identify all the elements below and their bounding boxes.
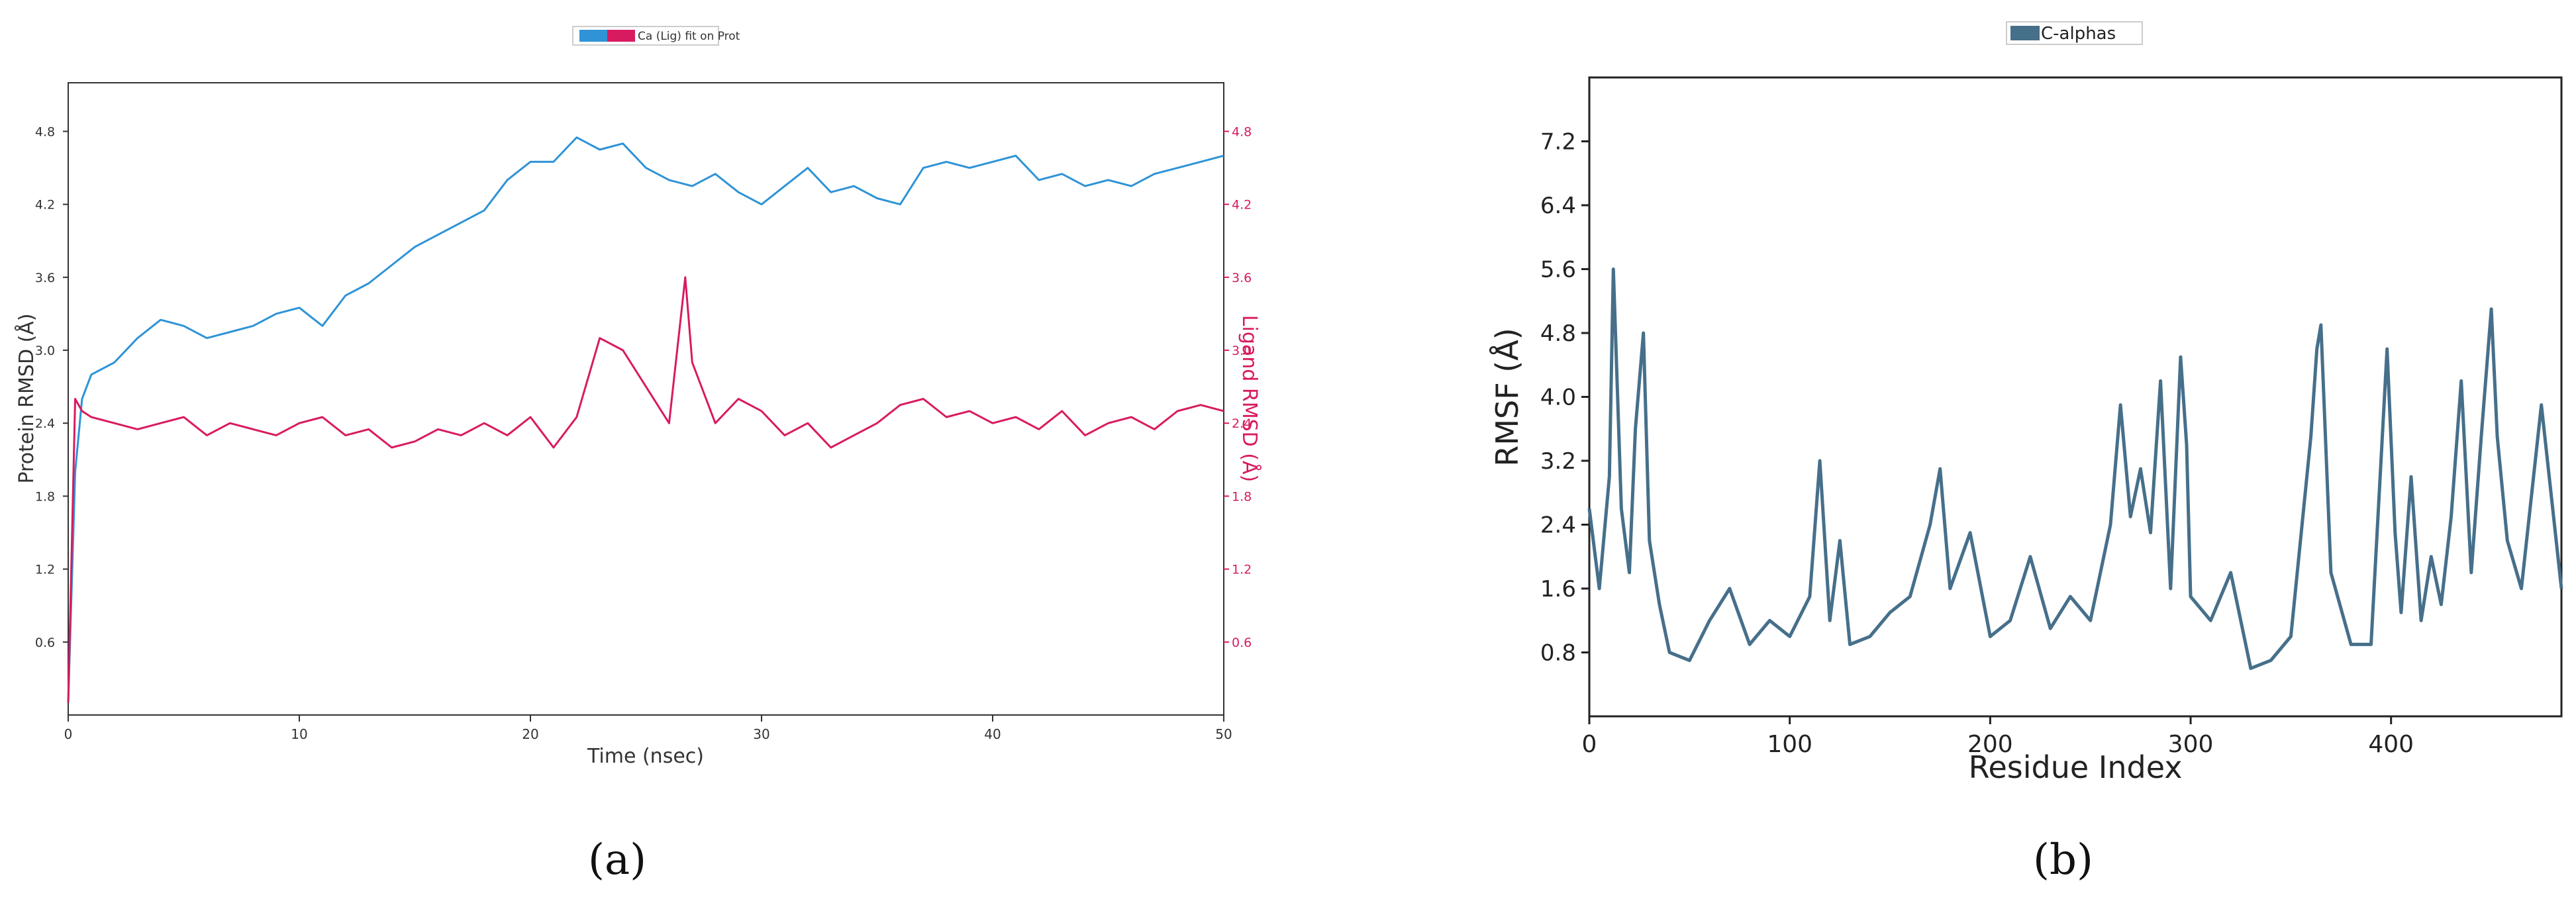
y-tick-label: 1.6 bbox=[1540, 576, 1576, 602]
x-tick-label: 0 bbox=[1582, 731, 1597, 758]
y2-tick-label: 0.6 bbox=[1232, 636, 1252, 650]
panel-a-legend: Ca (Lig) fit on Prot bbox=[572, 26, 740, 46]
y-tick-label: 2.4 bbox=[1540, 512, 1576, 539]
panel-a-x-ticks: 0 10 20 30 40 50 bbox=[64, 715, 1232, 742]
panel-b-y-label: RMSF (Å) bbox=[1489, 328, 1525, 466]
legend-label: C-alphas bbox=[2041, 24, 2116, 44]
y-tick-label: 0.8 bbox=[1540, 640, 1576, 667]
y-tick-label: 6.4 bbox=[1540, 193, 1576, 219]
y2-tick-label: 4.8 bbox=[1232, 124, 1252, 139]
panel-b-rmsf-chart: C-alphas 0 100 200 300 400 0.8 1.6 2.4 3.2 4.0 4.… bbox=[1489, 21, 2563, 785]
panel-b-x-ticks: 0 100 200 300 400 bbox=[1582, 716, 2414, 758]
y-tick-label: 4.0 bbox=[1540, 385, 1576, 411]
y-tick-label: 4.2 bbox=[35, 198, 55, 213]
y2-tick-label: 4.2 bbox=[1232, 198, 1252, 213]
caption-b: (b) bbox=[2033, 835, 2093, 884]
panel-a-x-label: Time (nsec) bbox=[587, 745, 704, 768]
x-tick-label: 0 bbox=[64, 726, 73, 742]
y2-tick-label: 1.2 bbox=[1232, 563, 1252, 577]
panel-a-y2-label: Ligand RMSD (Å) bbox=[1238, 315, 1262, 482]
ligand-rmsd-line bbox=[67, 276, 1224, 703]
panel-b-x-label: Residue Index bbox=[1969, 749, 2183, 785]
y2-tick-label: 3.0 bbox=[1232, 344, 1252, 358]
caption-a: (a) bbox=[588, 835, 647, 884]
y-tick-label: 1.2 bbox=[35, 563, 55, 577]
y-tick-label: 7.2 bbox=[1540, 129, 1576, 156]
panel-b-series bbox=[1587, 267, 2563, 671]
y2-tick-label: 1.8 bbox=[1232, 489, 1252, 504]
x-tick-label: 50 bbox=[1215, 726, 1232, 742]
x-tick-label: 100 bbox=[1767, 731, 1812, 758]
panel-a-y2-ticks: 0.6 1.2 1.8 2.4 3.0 3.6 4.2 4.8 bbox=[1224, 124, 1252, 650]
x-tick-label: 20 bbox=[522, 726, 538, 742]
y-tick-label: 3.6 bbox=[35, 271, 55, 285]
legend-swatch-c-alphas bbox=[2010, 26, 2040, 40]
panel-b-plot-frame bbox=[1588, 76, 2563, 718]
y2-tick-label: 2.4 bbox=[1232, 416, 1252, 431]
x-tick-label: 40 bbox=[984, 726, 1001, 742]
y-tick-label: 4.8 bbox=[35, 124, 55, 139]
y-tick-label: 0.6 bbox=[35, 636, 55, 650]
panel-a-y-ticks: 0.6 1.2 1.8 2.4 3.0 3.6 4.2 4.8 bbox=[35, 124, 68, 650]
x-tick-label: 300 bbox=[2168, 731, 2214, 758]
panel-a-y-label: Protein RMSD (Å) bbox=[15, 313, 38, 483]
panel-a-plot-frame bbox=[68, 82, 1224, 716]
x-tick-label: 30 bbox=[753, 726, 769, 742]
y-tick-label: 2.4 bbox=[35, 416, 55, 431]
panel-a-rmsd-chart: Ca (Lig) fit on Prot 0 10 20 30 40 50 0.6 1.2 1… bbox=[15, 26, 1262, 768]
rmsf-c-alphas-line bbox=[1587, 267, 2563, 671]
x-tick-label: 10 bbox=[291, 726, 307, 742]
y2-tick-label: 3.6 bbox=[1232, 271, 1252, 285]
panel-b-legend: C-alphas bbox=[2006, 21, 2143, 45]
y-tick-label: 4.8 bbox=[1540, 320, 1576, 347]
legend-swatch-ligand bbox=[607, 30, 635, 42]
x-tick-label: 400 bbox=[2368, 731, 2414, 758]
legend-swatch-protein bbox=[579, 30, 607, 42]
protein-rmsd-line bbox=[67, 136, 1224, 703]
y-tick-label: 3.0 bbox=[35, 344, 55, 358]
y-tick-label: 3.2 bbox=[1540, 448, 1576, 475]
legend-label: Ca (Lig) fit on Prot bbox=[638, 30, 740, 43]
y-tick-label: 5.6 bbox=[1540, 257, 1576, 283]
panel-a-series bbox=[67, 136, 1224, 703]
y-tick-label: 1.8 bbox=[35, 489, 55, 504]
panel-b-y-ticks: 0.8 1.6 2.4 3.2 4.0 4.8 5.6 6.4 7.2 bbox=[1540, 129, 1589, 667]
x-tick-label: 200 bbox=[1967, 731, 2013, 758]
